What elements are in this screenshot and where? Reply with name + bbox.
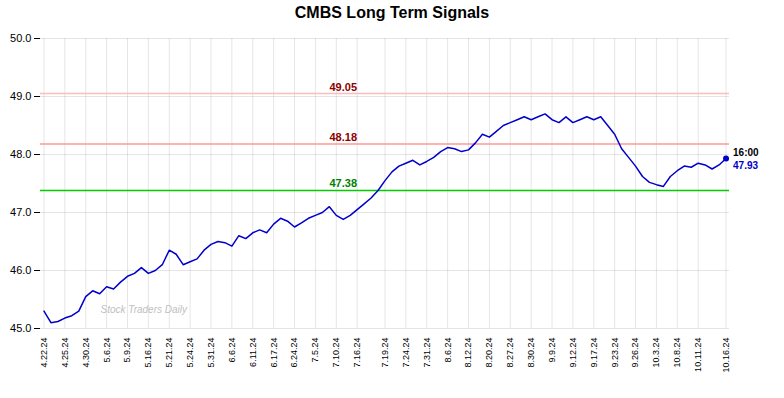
svg-text:9.9.24: 9.9.24 [547, 338, 557, 363]
svg-text:48.0: 48.0 [10, 148, 31, 160]
svg-text:48.18: 48.18 [329, 131, 357, 143]
svg-text:6.24.24: 6.24.24 [289, 338, 299, 368]
svg-text:50.0: 50.0 [10, 32, 31, 44]
svg-text:9.23.24: 9.23.24 [610, 338, 620, 368]
svg-text:6.17.24: 6.17.24 [269, 338, 279, 368]
svg-text:10.8.24: 10.8.24 [672, 338, 682, 368]
svg-text:9.17.24: 9.17.24 [589, 338, 599, 368]
svg-text:8.20.24: 8.20.24 [484, 338, 494, 368]
svg-text:7.5.24: 7.5.24 [310, 338, 320, 363]
svg-text:5.24.24: 5.24.24 [185, 338, 195, 368]
svg-text:49.0: 49.0 [10, 90, 31, 102]
svg-text:4.30.24: 4.30.24 [81, 338, 91, 368]
svg-text:6.11.24: 6.11.24 [248, 338, 258, 367]
svg-text:5.16.24: 5.16.24 [143, 338, 153, 368]
svg-text:7.24.24: 7.24.24 [401, 338, 411, 368]
svg-text:5.9.24: 5.9.24 [122, 338, 132, 363]
svg-text:5.6.24: 5.6.24 [101, 338, 111, 363]
svg-text:49.05: 49.05 [329, 81, 357, 93]
svg-text:Stock Traders Daily: Stock Traders Daily [101, 304, 189, 315]
svg-text:9.26.24: 9.26.24 [630, 338, 640, 368]
svg-text:7.19.24: 7.19.24 [380, 338, 390, 368]
svg-text:10.3.24: 10.3.24 [651, 338, 661, 368]
svg-text:7.31.24: 7.31.24 [422, 338, 432, 368]
svg-text:4.22.24: 4.22.24 [39, 338, 49, 368]
html-text:CMBS Long Term Signals: CMBS Long Term Signals [294, 4, 490, 21]
svg-text:45.0: 45.0 [10, 322, 31, 334]
svg-text:8.6.24: 8.6.24 [443, 338, 453, 363]
svg-text:6.6.24: 6.6.24 [227, 338, 237, 363]
svg-text:47.0: 47.0 [10, 206, 31, 218]
svg-text:8.27.24: 8.27.24 [505, 338, 515, 368]
svg-text:5.31.24: 5.31.24 [206, 338, 216, 368]
svg-text:10.16.24: 10.16.24 [721, 338, 731, 373]
svg-text:10.11.24: 10.11.24 [693, 338, 703, 372]
svg-text:9.12.24: 9.12.24 [568, 338, 578, 368]
svg-text:47.38: 47.38 [329, 177, 357, 189]
svg-text:8.30.24: 8.30.24 [526, 338, 536, 368]
svg-text:4.25.24: 4.25.24 [60, 338, 70, 368]
svg-text:47.93: 47.93 [733, 160, 758, 171]
svg-text:7.10.24: 7.10.24 [331, 338, 341, 368]
svg-text:46.0: 46.0 [10, 264, 31, 276]
svg-text:8.12.24: 8.12.24 [463, 338, 473, 368]
svg-text:7.16.24: 7.16.24 [352, 338, 362, 368]
svg-text:5.21.24: 5.21.24 [164, 338, 174, 368]
svg-text:16:00: 16:00 [733, 147, 759, 158]
